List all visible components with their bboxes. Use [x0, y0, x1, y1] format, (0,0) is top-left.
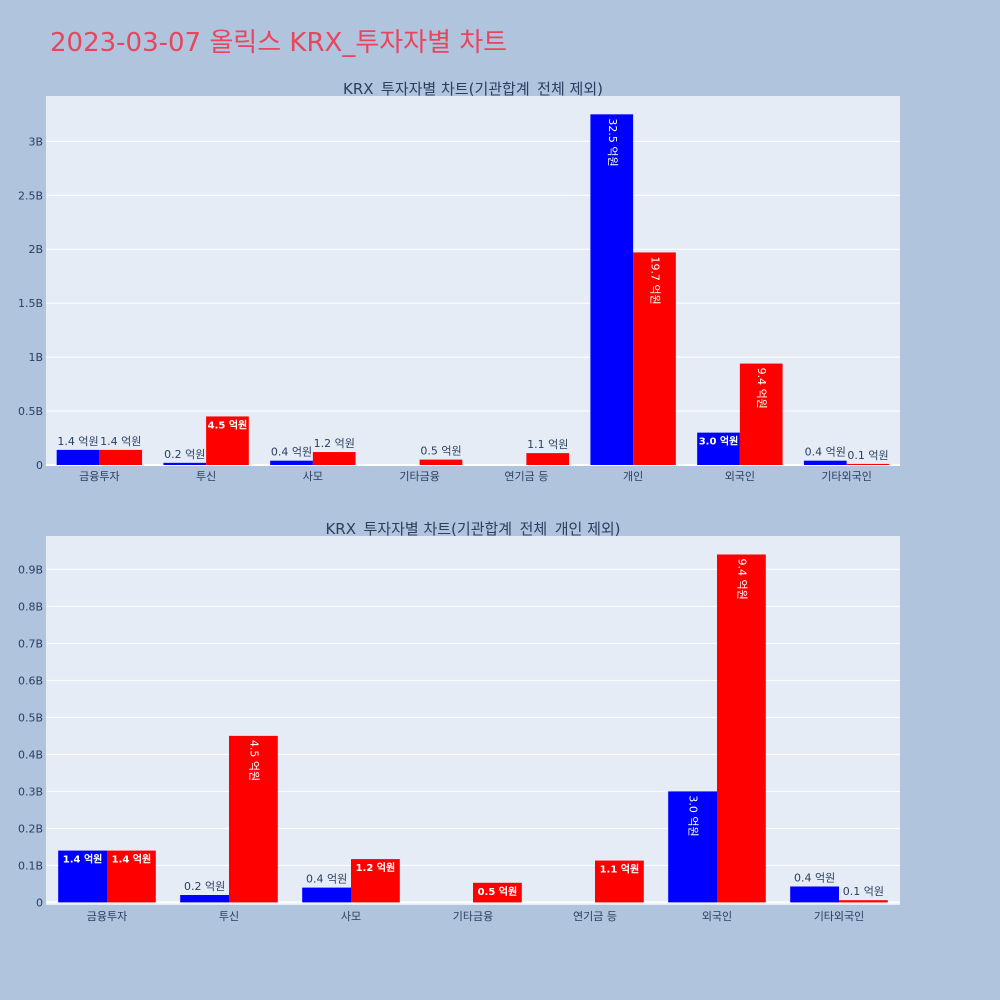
data-label: 3.0 억원 — [699, 435, 739, 448]
bar — [595, 860, 644, 903]
x-tick-label: 기타금융 — [453, 910, 493, 923]
bar — [206, 416, 249, 465]
data-label: 0.4 억원 — [306, 873, 347, 886]
data-label: 0.4 억원 — [805, 446, 846, 459]
x-tick-label: 외국인 — [725, 470, 755, 483]
data-label: 1.4 억원 — [112, 853, 152, 866]
data-label: 4.5 억원 — [247, 740, 260, 781]
bar — [526, 453, 570, 465]
y-tick-label: 0.5B — [18, 405, 43, 418]
bar — [668, 791, 717, 903]
bar — [351, 859, 400, 903]
y-tick-label: 3B — [28, 135, 43, 148]
y-tick-label: 0.9B — [18, 563, 43, 576]
bar — [739, 363, 783, 465]
y-tick-label: 0.1B — [18, 859, 43, 872]
bar — [56, 449, 100, 465]
bar — [270, 460, 313, 465]
bar — [302, 887, 351, 903]
y-tick-label: 2B — [28, 243, 43, 256]
y-tick-label: 0.7B — [18, 637, 43, 650]
data-label: 9.4 억원 — [735, 559, 748, 600]
data-label: 3.0 억원 — [687, 795, 700, 836]
plot-area — [46, 536, 900, 905]
page-title: 2023-03-07 올릭스 KRX_투자자별 차트 — [50, 28, 508, 58]
bar — [180, 895, 229, 903]
chart-title: KRX_투자자별 차트(기관합계_전체 제외) — [343, 80, 603, 99]
x-tick-label: 기타외국인 — [814, 910, 865, 923]
chart-institution-total-excluded: KRX_투자자별 차트(기관합계_전체 제외) 0 0.5B 1B 1.5B 2B 2.5B… — [18, 80, 900, 483]
y-tick-label: 0.2B — [18, 822, 43, 835]
chart-title: KRX_투자자별 차트(기관합계_전체_개인 제외) — [325, 520, 620, 539]
bar — [803, 460, 847, 465]
data-label: 1.1 억원 — [527, 438, 568, 451]
y-tick-label: 0 — [36, 896, 43, 909]
y-tick-label: 0 — [36, 459, 43, 472]
x-tick-label: 기타외국인 — [821, 470, 872, 483]
y-tick-label: 0.4B — [18, 748, 43, 761]
y-tick-label: 2.5B — [18, 189, 43, 202]
data-label: 0.4 억원 — [794, 871, 835, 884]
data-label: 0.5 억원 — [420, 445, 461, 458]
bar — [717, 554, 766, 903]
data-label: 1.2 억원 — [314, 437, 355, 450]
data-label: 1.4 억원 — [63, 853, 103, 866]
y-tick-label: 0.6B — [18, 674, 43, 687]
chart-institution-and-individual-excluded: KRX_투자자별 차트(기관합계_전체_개인 제외) 0 0.1B 0.2B 0.3B 0… — [18, 520, 900, 923]
bar — [229, 735, 278, 903]
bar — [590, 114, 634, 465]
data-label: 0.2 억원 — [184, 880, 225, 893]
y-tick-label: 0.5B — [18, 711, 43, 724]
data-label: 0.1 억원 — [843, 885, 884, 898]
data-label: 0.4 억원 — [271, 446, 312, 459]
bar — [790, 886, 839, 903]
x-tick-label: 연기금 등 — [573, 910, 617, 923]
x-tick-label: 금융투자 — [79, 470, 119, 483]
data-label: 32.5 억원 — [606, 118, 619, 166]
y-tick-label: 1B — [28, 351, 43, 364]
bar — [58, 850, 107, 903]
data-label: 0.1 억원 — [847, 449, 888, 462]
x-tick-label: 투신 — [219, 910, 239, 923]
bar — [633, 252, 676, 465]
bar — [163, 462, 207, 465]
bar — [312, 452, 356, 465]
data-label: 0.5 억원 — [478, 885, 518, 898]
bar — [107, 850, 156, 903]
x-tick-label: 기타금융 — [399, 470, 439, 483]
x-tick-label: 외국인 — [702, 910, 732, 923]
bar — [697, 432, 740, 465]
bar — [419, 459, 463, 465]
data-label: 1.1 억원 — [600, 863, 640, 876]
data-label: 1.2 억원 — [356, 861, 396, 874]
data-label: 4.5 억원 — [208, 418, 248, 431]
data-label: 0.2 억원 — [164, 448, 205, 461]
bar — [839, 900, 888, 903]
bar — [846, 463, 890, 465]
y-tick-label: 0.8B — [18, 600, 43, 613]
y-tick-label: 1.5B — [18, 297, 43, 310]
data-label: 1.4 억원 — [57, 435, 98, 448]
x-tick-label: 투신 — [196, 470, 216, 483]
bar — [473, 882, 522, 903]
x-tick-label: 사모 — [341, 910, 361, 923]
x-tick-label: 연기금 등 — [504, 470, 548, 483]
data-label: 1.4 억원 — [100, 435, 141, 448]
data-label: 9.4 억원 — [755, 368, 768, 409]
x-tick-label: 금융투자 — [87, 910, 127, 923]
x-tick-label: 개인 — [623, 470, 643, 483]
y-tick-label: 0.3B — [18, 785, 43, 798]
bar — [99, 449, 143, 465]
data-label: 19.7 억원 — [648, 256, 661, 304]
x-tick-label: 사모 — [303, 470, 323, 483]
